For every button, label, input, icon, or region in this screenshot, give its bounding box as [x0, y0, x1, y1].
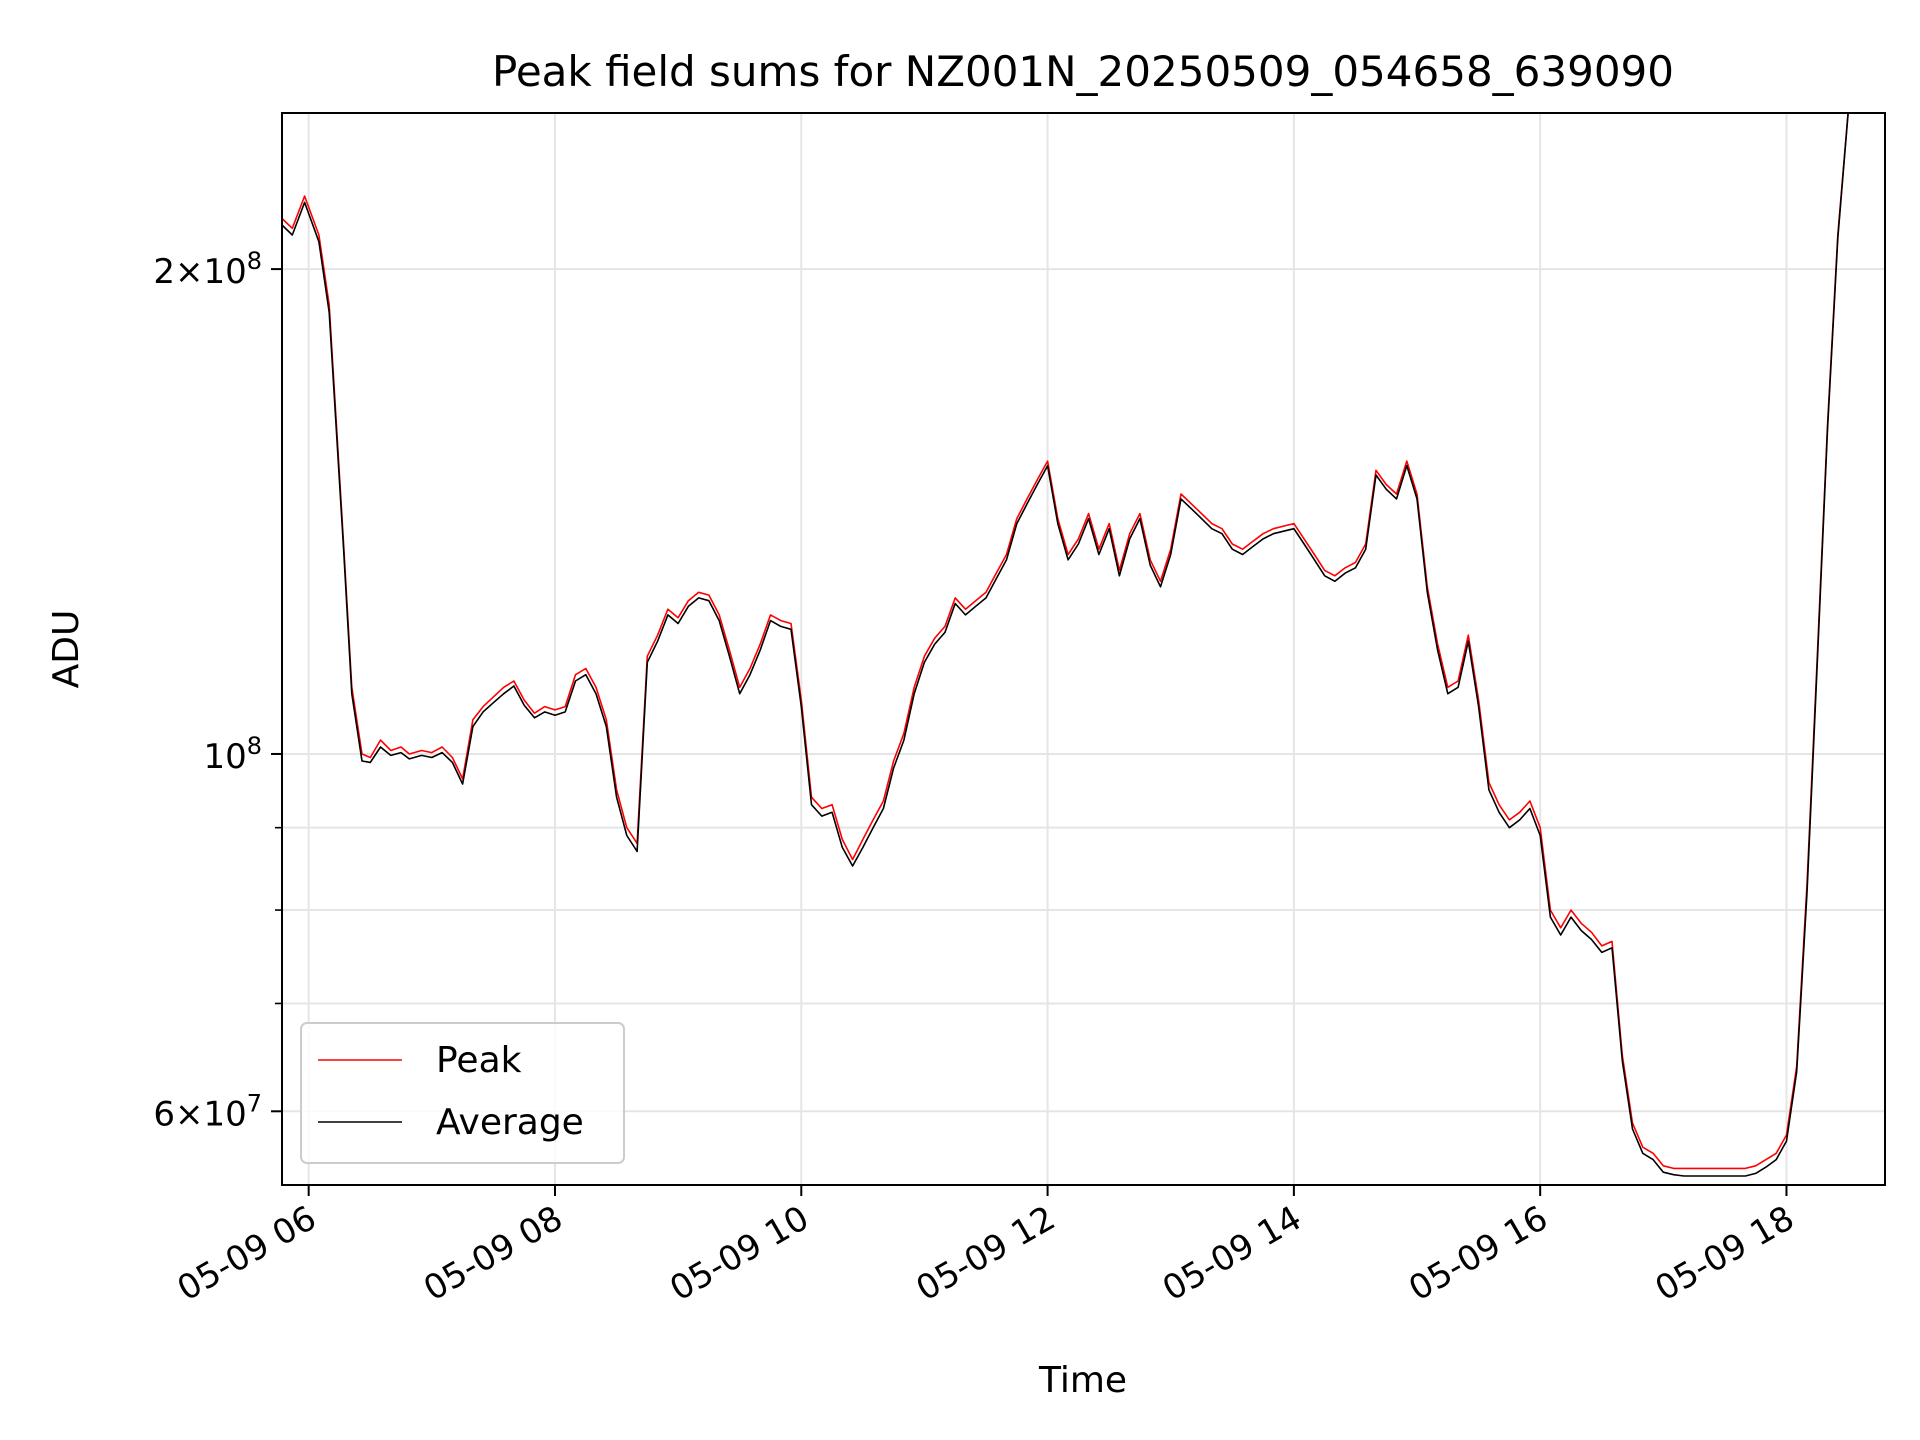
- plot-series: [281, 112, 1849, 1177]
- legend: Peak Average: [300, 1022, 625, 1164]
- y-tick-label: 2×108: [153, 247, 262, 292]
- y-tick-label: 6×107: [153, 1089, 262, 1134]
- legend-label-average: Average: [436, 1102, 584, 1143]
- series-line-average: [281, 112, 1849, 1177]
- legend-box: [300, 1022, 625, 1164]
- grid: [282, 113, 1885, 1185]
- plot-frame: [281, 112, 1886, 1186]
- legend-label-peak: Peak: [436, 1040, 522, 1081]
- y-axis-label: ADU: [46, 610, 87, 689]
- chart-title: Peak field sums for NZ001N_20250509_0546…: [492, 47, 1674, 96]
- x-axis-label: Time: [1038, 1360, 1127, 1401]
- series-line-peak: [281, 112, 1849, 1170]
